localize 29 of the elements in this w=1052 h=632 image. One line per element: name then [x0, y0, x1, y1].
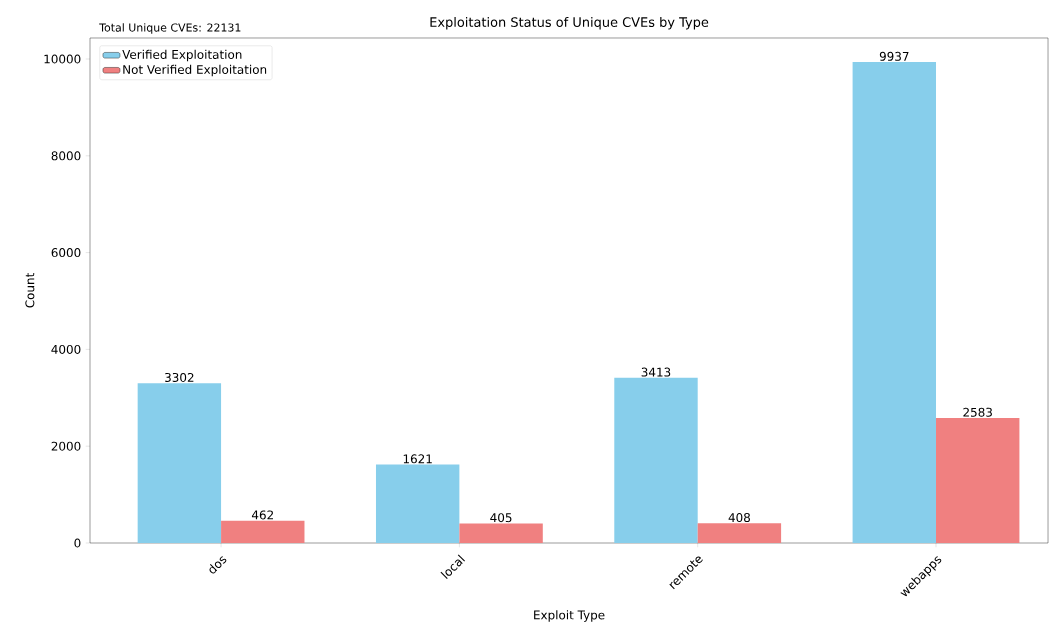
data-label: 2583 — [963, 407, 992, 417]
bar — [697, 523, 782, 543]
data-label: 408 — [728, 513, 750, 523]
x-tick-label: dos — [209, 556, 227, 574]
y-tick-label: 8000 — [51, 151, 81, 161]
data-label: 462 — [251, 510, 273, 520]
y-tick-label: 0 — [74, 538, 81, 548]
data-label: 3413 — [641, 367, 671, 377]
bar — [459, 523, 543, 543]
bar — [936, 417, 1020, 543]
y-tick-label: 2000 — [51, 441, 81, 451]
y-tick-label: 6000 — [51, 248, 81, 258]
legend-label: Verified Exploitation — [122, 49, 242, 62]
bar — [375, 464, 460, 543]
legend-label: Not Verified Exploitation — [123, 64, 267, 77]
chart-title: Exploitation Status of Unique CVEs by Type — [430, 16, 709, 30]
y-axis-title: Count — [25, 273, 35, 308]
y-tick-label: 4000 — [51, 344, 81, 354]
data-label: 3302 — [165, 372, 194, 382]
x-axis-title: Exploit Type — [534, 610, 605, 622]
bar — [137, 383, 222, 543]
y-tick-label: 10000 — [44, 54, 81, 64]
data-label: 1621 — [403, 454, 432, 464]
text: Total Unique CVEs: 22131 — [99, 23, 241, 34]
data-label: 405 — [490, 513, 512, 523]
bar — [614, 377, 698, 543]
bar — [221, 520, 305, 543]
data-label: 9937 — [879, 51, 909, 61]
bar — [852, 62, 937, 543]
